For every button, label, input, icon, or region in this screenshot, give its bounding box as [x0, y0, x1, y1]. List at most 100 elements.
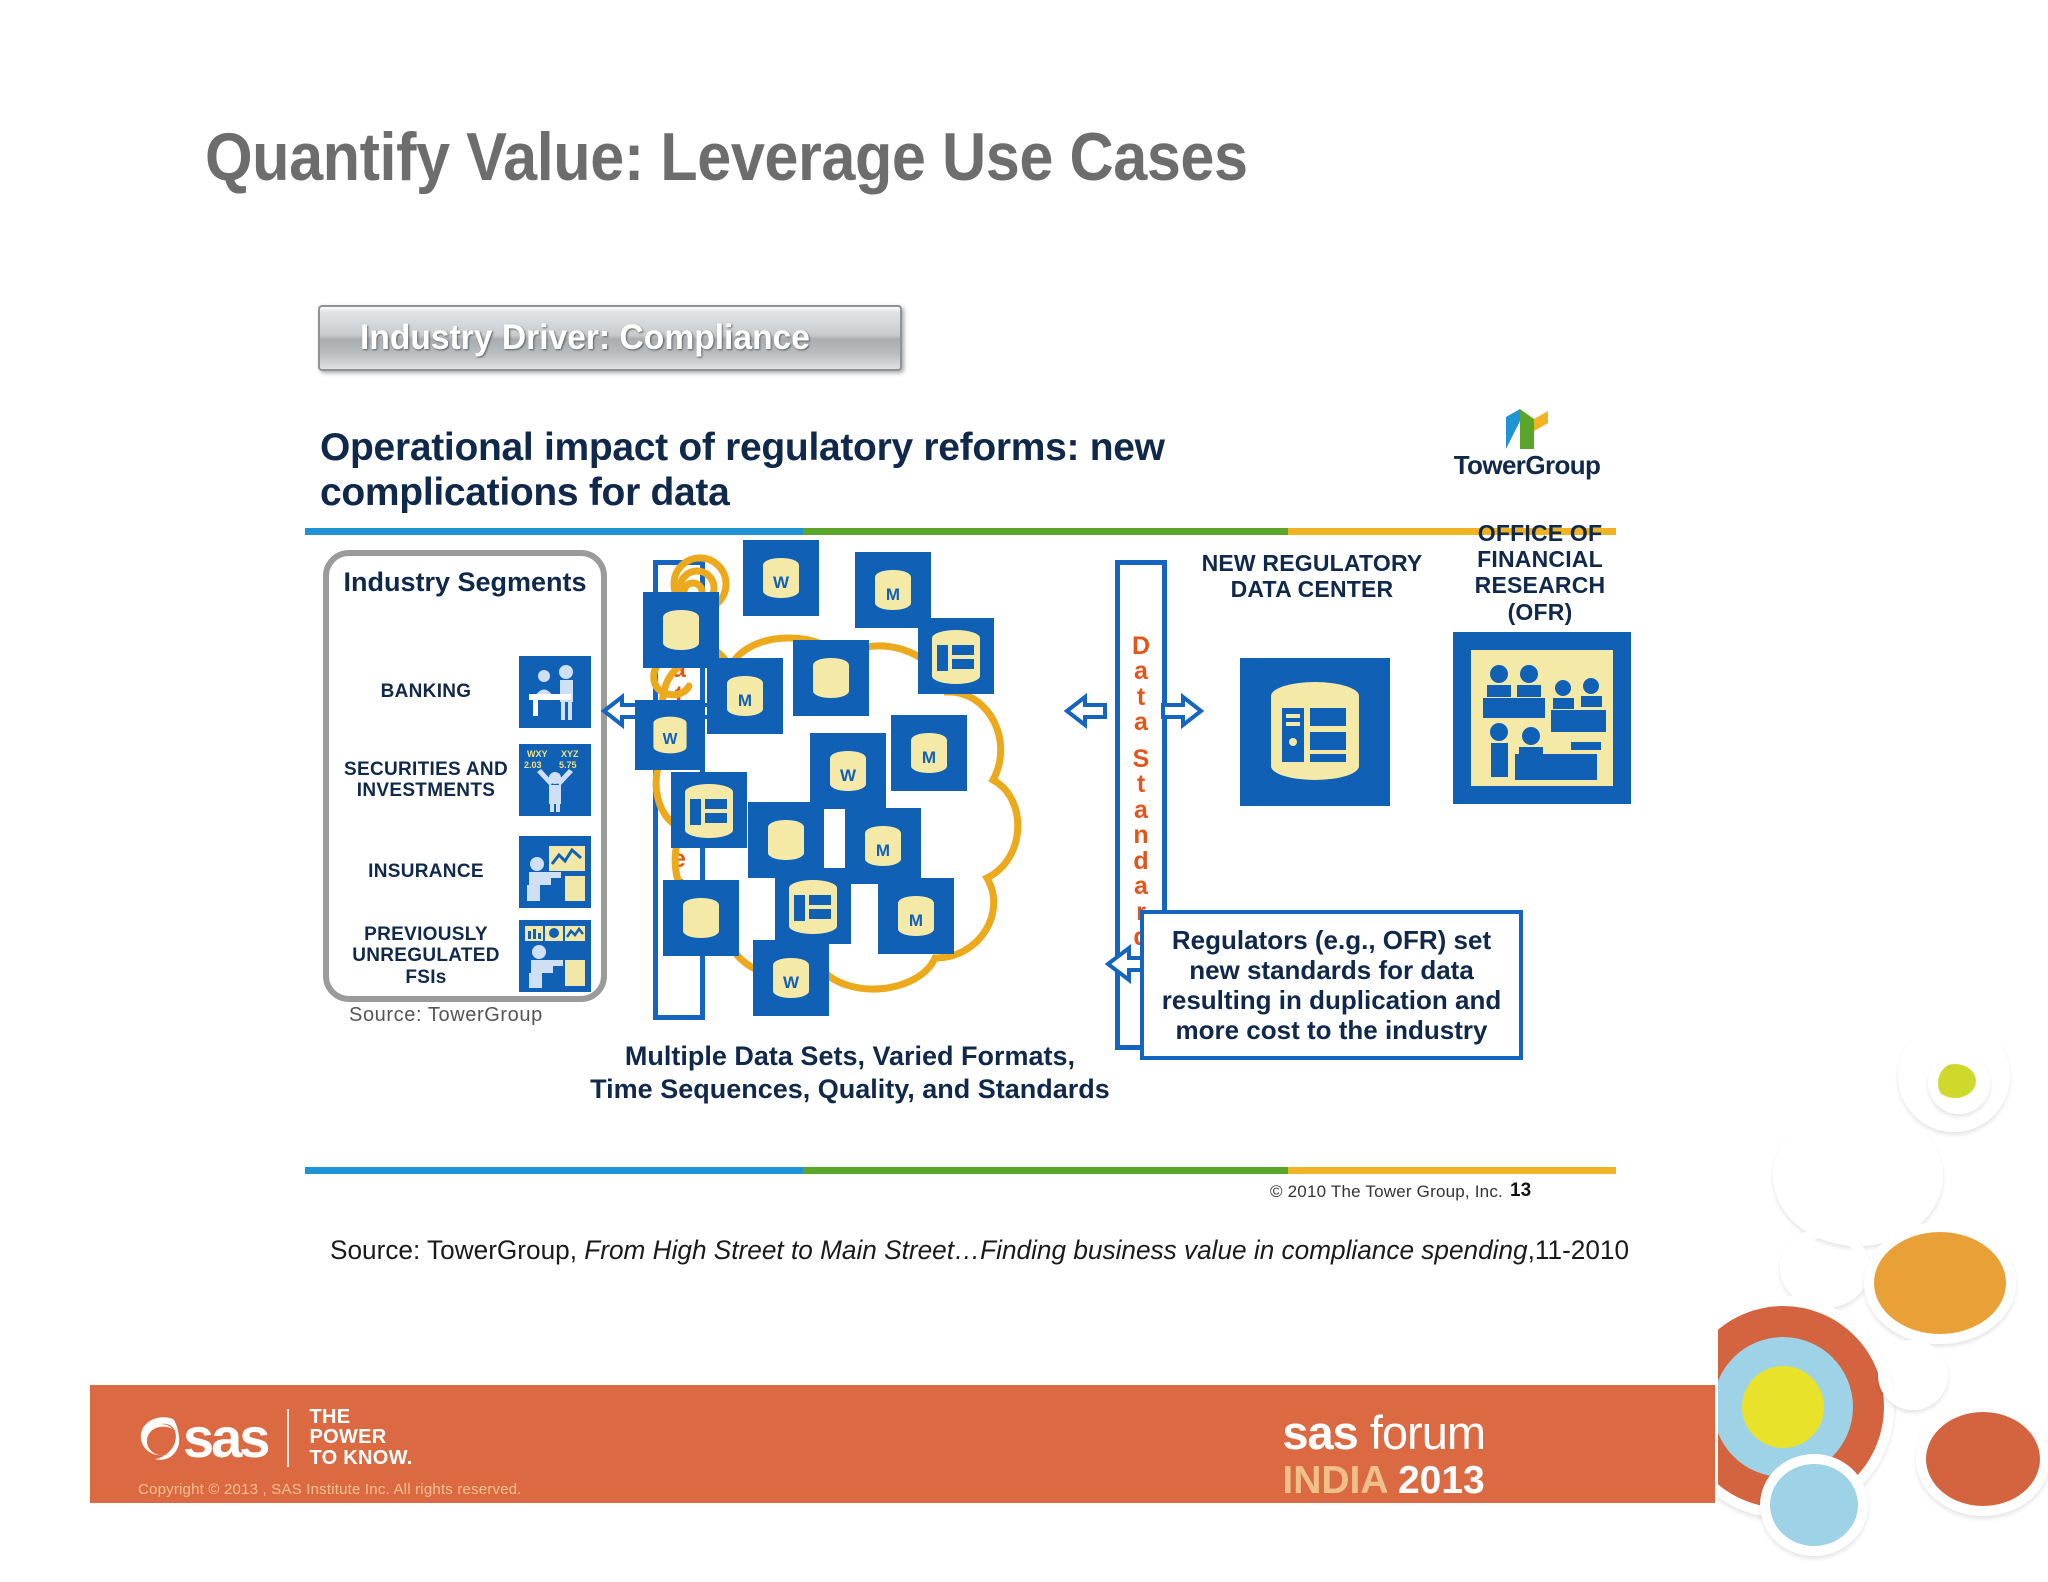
database-server-icon	[1240, 658, 1390, 806]
decor-ring	[1780, 1228, 1870, 1308]
rule-segment-blue	[305, 528, 804, 535]
sas-logo-divider	[287, 1408, 290, 1467]
sas-forum-wordmark: sas forum	[1282, 1406, 1486, 1459]
towergroup-logo-icon	[1506, 409, 1548, 449]
towergroup-logo-text: TowerGroup	[1453, 450, 1601, 480]
towergroup-heading: Operational impact of regulatory reforms…	[320, 426, 1165, 515]
sas-swirl-icon	[140, 1416, 180, 1460]
segments-source-note: Source: TowerGroup	[349, 1004, 543, 1026]
sas-tagline-line1: THE	[309, 1406, 351, 1428]
data-tile-w: W	[635, 700, 705, 770]
decor-ring	[1928, 1052, 1990, 1114]
data-cloud: W M M W W	[635, 540, 1065, 1030]
svg-text:W: W	[783, 973, 800, 992]
data-tile-m: M	[891, 715, 967, 791]
data-tile-m: M	[845, 808, 921, 884]
industry-segments-panel: Industry Segments BANKING SECURITIES AND…	[323, 550, 607, 1002]
source-citation: Source: TowerGroup, From High Street to …	[330, 1235, 1629, 1266]
sas-logo: sas THE POWER TO KNOW.	[135, 1407, 413, 1468]
regulators-callout-text: Regulators (e.g., OFR) set new standards…	[1161, 924, 1502, 1046]
data-tile-w: W	[743, 540, 819, 616]
cloud-caption: Multiple Data Sets, Varied Formats, Time…	[590, 1041, 1110, 1104]
segment-label-securities: SECURITIES AND INVESTMENTS	[344, 758, 508, 801]
data-tile	[663, 880, 739, 956]
tricolor-rule-top	[305, 528, 1616, 535]
svg-text:2.03: 2.03	[524, 760, 542, 770]
industry-driver-banner: Industry Driver: Compliance	[318, 305, 902, 371]
data-tile-panel	[671, 772, 747, 848]
sas-wordmark: sas	[183, 1405, 270, 1469]
decor-ring	[1878, 1340, 1948, 1410]
rule-segment-green	[803, 528, 1289, 535]
towergroup-logo: TowerGroup	[1437, 407, 1617, 478]
sas-tagline-line3: TO KNOW.	[309, 1446, 413, 1469]
rule-segment-green-bottom	[803, 1167, 1289, 1174]
office-people-icon	[1453, 632, 1631, 804]
towergroup-page-number: 13	[1510, 1180, 1532, 1201]
data-tile-panel	[918, 618, 994, 694]
sas-forum-country: INDIA	[1282, 1459, 1388, 1502]
sas-forum-event: INDIA 2013	[1282, 1459, 1485, 1503]
sas-footer-band: sas THE POWER TO KNOW. Copyright © 2013 …	[90, 1385, 1715, 1503]
segment-label-unregulated: PREVIOUSLY UNREGULATED FSIs	[352, 924, 500, 988]
data-tile	[793, 640, 869, 716]
rule-segment-yellow-bottom	[1288, 1167, 1616, 1174]
rule-segment-blue-bottom	[305, 1167, 804, 1174]
data-tile	[643, 592, 719, 668]
sas-forum-word: forum	[1357, 1406, 1486, 1459]
source-suffix: ,11-2010	[1527, 1235, 1630, 1265]
svg-text:WXY: WXY	[527, 749, 548, 759]
tricolor-rule-bottom	[305, 1167, 1616, 1174]
segment-row-insurance: INSURANCE	[329, 834, 601, 910]
data-tile-w: W	[753, 940, 829, 1016]
rule-segment-yellow	[1288, 528, 1616, 535]
svg-text:M: M	[886, 585, 900, 604]
data-center-title: NEW REGULATORY DATA CENTER	[1201, 550, 1423, 603]
towergroup-copyright: © 2010 The Tower Group, Inc.	[1270, 1182, 1503, 1201]
sas-tagline: THE POWER TO KNOW.	[309, 1406, 413, 1469]
svg-text:W: W	[840, 766, 857, 785]
sas-forum-year: 2013	[1397, 1459, 1485, 1502]
svg-text:M: M	[909, 911, 923, 930]
segment-row-securities: SECURITIES AND INVESTMENTS WXY XYZ 2.03 …	[329, 742, 601, 818]
analyst-dashboard-icon	[519, 920, 591, 992]
regulators-callout: Regulators (e.g., OFR) set new standards…	[1140, 910, 1523, 1060]
decor-ring	[1898, 1020, 2010, 1132]
ofr-title: OFFICE OF FINANCIAL RESEARCH (OFR)	[1474, 520, 1606, 625]
svg-text:M: M	[876, 841, 890, 860]
sas-forum-brand: sas	[1282, 1406, 1358, 1459]
arrow-left-into-cloud	[1063, 692, 1107, 730]
svg-text:XYZ: XYZ	[561, 749, 579, 759]
sas-copyright: Copyright © 2013 , SAS Institute Inc. Al…	[138, 1481, 522, 1498]
svg-text:M: M	[738, 691, 752, 710]
data-tile	[748, 802, 824, 878]
decor-ring	[1760, 1454, 1868, 1556]
insurance-agent-icon	[519, 836, 591, 908]
trader-ticker-icon: WXY XYZ 2.03 5.75	[519, 744, 591, 816]
towergroup-slide: Operational impact of regulatory reforms…	[305, 407, 1631, 1201]
svg-text:W: W	[663, 731, 678, 748]
data-tile-m: M	[855, 552, 931, 628]
industry-segments-title: Industry Segments	[343, 567, 587, 597]
page-title: Quantify Value: Leverage Use Cases	[205, 119, 1248, 195]
arrow-right-to-data-center	[1161, 692, 1205, 730]
svg-text:M: M	[922, 748, 936, 767]
data-tile-m: M	[707, 658, 783, 734]
source-title: From High Street to Main Street…Finding …	[584, 1235, 1528, 1265]
segment-label-banking: BANKING	[380, 681, 472, 703]
sas-forum-logo: sas forum INDIA 2013	[1282, 1406, 1486, 1503]
industry-driver-label: Industry Driver: Compliance	[360, 318, 810, 357]
data-tile-panel	[775, 868, 851, 944]
data-tile-w: W	[810, 733, 886, 809]
decorative-circles	[1718, 1010, 2048, 1582]
data-tile-m: M	[878, 878, 954, 954]
segment-row-banking: BANKING	[329, 654, 601, 730]
svg-text:5.75: 5.75	[559, 760, 577, 770]
segment-row-unregulated: PREVIOUSLY UNREGULATED FSIs	[329, 918, 601, 994]
bank-teller-icon	[519, 656, 591, 728]
source-prefix: Source: TowerGroup,	[330, 1235, 585, 1265]
decor-ring	[1916, 1402, 2048, 1516]
sas-tagline-line2: POWER	[309, 1426, 387, 1449]
segment-label-insurance: INSURANCE	[368, 861, 484, 883]
